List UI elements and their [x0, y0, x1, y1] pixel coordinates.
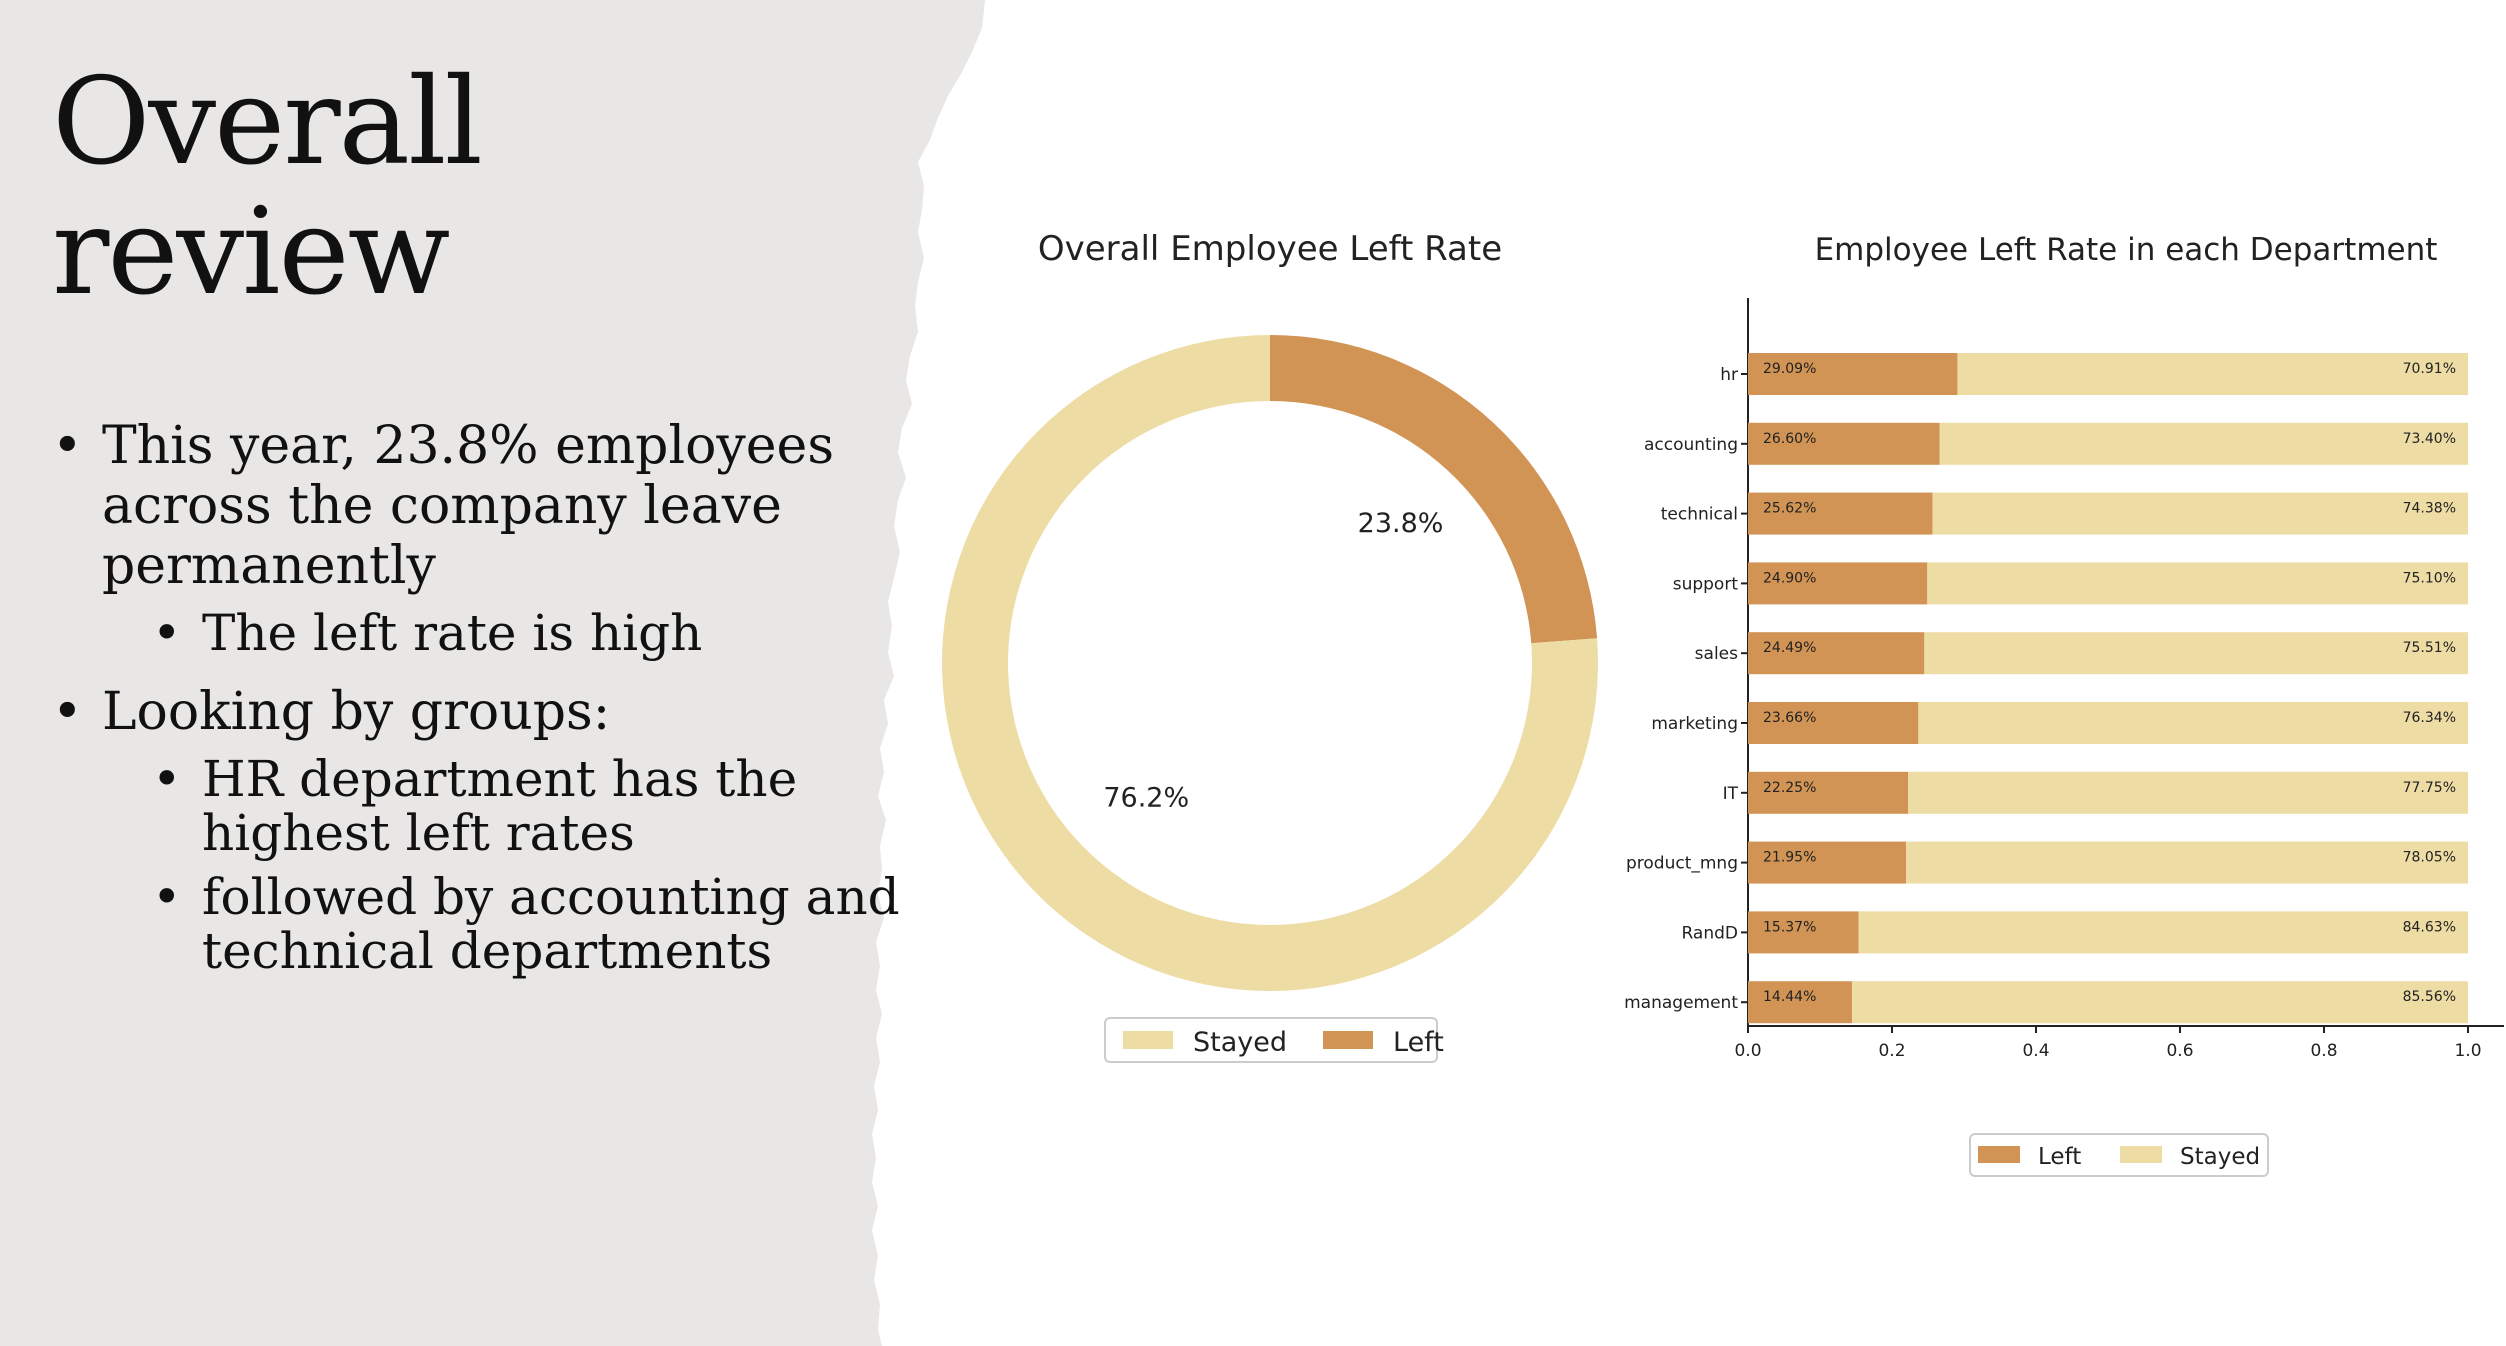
- y-tick-label: IT: [1723, 784, 1739, 804]
- legend-label-left: Left: [2038, 1144, 2081, 1170]
- bar-left: [1748, 492, 1933, 535]
- x-tick-label: 0.0: [1734, 1041, 1761, 1061]
- data-label-stayed: 73.40%: [2403, 431, 2456, 447]
- data-label-left: 29.09%: [1763, 361, 1816, 377]
- bar-left: [1748, 562, 1928, 605]
- y-tick-label: management: [1624, 993, 1738, 1013]
- data-label-stayed: 77.75%: [2403, 780, 2456, 796]
- data-label-stayed: 70.91%: [2403, 361, 2456, 377]
- bar-left: [1748, 911, 1859, 954]
- bar-stayed: [1918, 702, 2468, 744]
- bullet-item: This year, 23.8% employees across the co…: [52, 416, 912, 660]
- data-label-left: 23.66%: [1763, 710, 1816, 726]
- legend-swatch-left: [1323, 1031, 1373, 1049]
- data-label-left: 22.25%: [1763, 780, 1816, 796]
- bar-stayed: [1906, 841, 2468, 884]
- bar-left: [1748, 353, 1958, 395]
- bar-left: [1748, 702, 1919, 744]
- y-tick-label: accounting: [1644, 435, 1738, 455]
- data-label-left: 15.37%: [1763, 919, 1816, 935]
- sub-bullet-item: followed by accounting and technical dep…: [152, 870, 912, 978]
- data-label-left: 14.44%: [1763, 989, 1816, 1005]
- chart-title: Employee Left Rate in each Department: [1815, 232, 2438, 268]
- bullet-text: This year, 23.8% employees across the co…: [102, 416, 835, 596]
- bar-left: [1748, 422, 1940, 465]
- title-line-1: Overall: [52, 53, 483, 192]
- y-tick-label: hr: [1720, 365, 1738, 385]
- data-label-stayed: 76.34%: [2403, 710, 2456, 726]
- x-tick-label: 0.2: [1878, 1041, 1905, 1061]
- slide-title: Overall review: [52, 58, 912, 318]
- chart-legend: Stayed Left: [1104, 1017, 1444, 1063]
- sub-bullet-list: The left rate is high: [102, 606, 912, 660]
- data-label-stayed: 74.38%: [2403, 501, 2456, 517]
- x-tick-label: 0.4: [2022, 1041, 2049, 1061]
- panel-background: [0, 0, 985, 1346]
- x-tick-label: 1.0: [2454, 1041, 2481, 1061]
- bar-left: [1748, 632, 1925, 675]
- bar-stayed: [1858, 911, 2468, 954]
- data-label-left: 24.90%: [1763, 570, 1816, 586]
- legend-swatch-stayed: [2120, 1146, 2162, 1163]
- data-label-left: 25.62%: [1763, 501, 1816, 517]
- bar-stayed: [1957, 353, 2468, 395]
- donut-chart: Overall Employee Left Rate 23.8% 76.2% Stay…: [941, 229, 1598, 1063]
- data-label-left: 21.95%: [1763, 850, 1816, 866]
- legend-swatch-stayed: [1123, 1031, 1173, 1049]
- bar-stayed: [1908, 771, 2468, 814]
- data-label-stayed: 85.56%: [2403, 989, 2456, 1005]
- bar-left: [1748, 771, 1909, 814]
- bullet-text: Looking by groups:: [102, 682, 611, 742]
- x-tick-label: 0.6: [2166, 1041, 2193, 1061]
- bullet-item: Looking by groups: HR department has the…: [52, 682, 912, 978]
- y-tick-label: RandD: [1681, 923, 1738, 943]
- bar-left: [1748, 981, 1852, 1024]
- bar-stayed: [1924, 632, 2468, 675]
- chart-legend: Left Stayed: [1969, 1133, 2269, 1177]
- stacked-bar-chart: Employee Left Rate in each Department hr 2…: [1624, 232, 2504, 1177]
- data-label-left: 24.49%: [1763, 640, 1816, 656]
- bar-stayed: [1851, 981, 2468, 1024]
- data-label-stayed: 75.51%: [2403, 640, 2456, 656]
- sub-bullet-item: The left rate is high: [152, 606, 912, 660]
- data-label-stayed: 84.63%: [2403, 919, 2456, 935]
- legend-box: [1969, 1133, 2269, 1177]
- slice-label-left: 23.8%: [1358, 508, 1444, 539]
- x-tick-label: 0.8: [2310, 1041, 2337, 1061]
- data-label-left: 26.60%: [1763, 431, 1816, 447]
- data-label-stayed: 78.05%: [2403, 850, 2456, 866]
- sub-bullet-item: HR department has the highest left rates: [152, 752, 912, 860]
- y-tick-label: technical: [1661, 505, 1738, 525]
- title-line-2: review: [52, 183, 450, 322]
- bar-left: [1748, 841, 1907, 884]
- bar-stayed: [1927, 562, 2468, 605]
- legend-label-stayed: Stayed: [2180, 1144, 2260, 1170]
- donut-slice-left: [1270, 335, 1598, 644]
- bullet-list: This year, 23.8% employees across the co…: [52, 416, 912, 978]
- legend-label-left: Left: [1393, 1027, 1444, 1058]
- y-tick-label: sales: [1695, 644, 1738, 664]
- y-tick-label: marketing: [1651, 714, 1738, 734]
- legend-label-stayed: Stayed: [1193, 1027, 1287, 1058]
- legend-box: [1104, 1017, 1438, 1063]
- legend-swatch-left: [1978, 1146, 2020, 1163]
- chart-title: Overall Employee Left Rate: [1038, 229, 1502, 269]
- bar-stayed: [1932, 492, 2468, 535]
- sub-bullet-list: HR department has the highest left rates…: [102, 752, 912, 978]
- bar-stayed: [1939, 422, 2468, 465]
- y-tick-label: product_mng: [1626, 854, 1738, 874]
- slide-text: Overall review This year, 23.8% employee…: [52, 58, 912, 1000]
- y-tick-label: support: [1673, 574, 1739, 594]
- data-label-stayed: 75.10%: [2403, 570, 2456, 586]
- slice-label-stayed: 76.2%: [1103, 782, 1189, 813]
